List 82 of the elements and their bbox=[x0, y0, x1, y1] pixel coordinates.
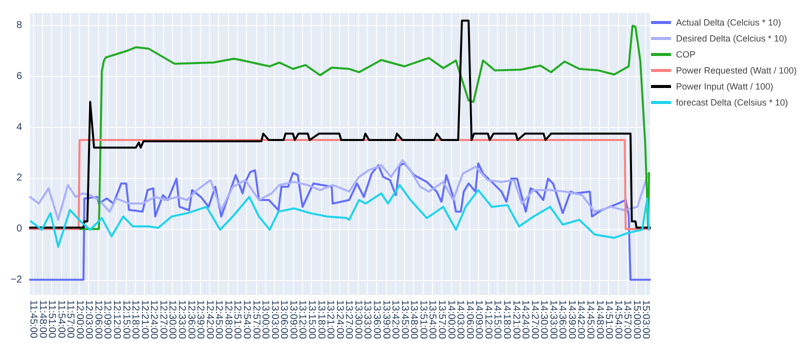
x-tick-label: 14:24:00 bbox=[520, 300, 531, 340]
x-tick-label: 12:39:00 bbox=[194, 300, 206, 340]
x-tick-label: 13:18:00 bbox=[315, 300, 326, 340]
x-tick-label: 14:15:00 bbox=[492, 300, 503, 340]
x-tick-label: 12:57:00 bbox=[250, 300, 262, 340]
x-tick-label: 13:39:00 bbox=[380, 300, 392, 340]
x-tick-label: 14:45:00 bbox=[584, 300, 596, 340]
x-tick-label: 13:33:00 bbox=[362, 300, 373, 340]
line-series bbox=[29, 159, 650, 221]
x-tick-label: 13:48:00 bbox=[408, 300, 420, 340]
x-tick-label: 14:36:00 bbox=[556, 300, 568, 340]
x-tick-label: 14:00:00 bbox=[445, 300, 456, 340]
x-tick-label: 14:18:00 bbox=[500, 300, 512, 340]
x-tick-label: 12:00:00 bbox=[74, 300, 85, 340]
x-tick-label: 13:24:00 bbox=[334, 300, 345, 340]
x-tick-label: 12:12:00 bbox=[111, 300, 122, 340]
x-tick-label: 14:09:00 bbox=[473, 300, 484, 340]
x-tick-label: 12:48:00 bbox=[222, 300, 234, 340]
x-tick-label: 14:30:00 bbox=[538, 300, 550, 340]
x-tick-label: 14:12:00 bbox=[482, 300, 494, 340]
x-tick-label: 13:00:00 bbox=[260, 300, 271, 340]
y-tick-label: 2 bbox=[16, 172, 22, 184]
legend-label: COP bbox=[676, 50, 696, 60]
x-tick-label: 14:03:00 bbox=[454, 300, 466, 340]
x-tick-label: 12:54:00 bbox=[241, 300, 252, 340]
x-tick-label: 12:21:00 bbox=[138, 300, 150, 340]
x-tick-label: 12:18:00 bbox=[130, 300, 141, 340]
x-tick-label: 12:06:00 bbox=[92, 300, 104, 340]
x-tick-label: 14:39:00 bbox=[566, 300, 577, 340]
x-tick-label: 15:03:00 bbox=[640, 300, 652, 340]
x-tick-label: 12:45:00 bbox=[213, 300, 224, 340]
legend-label: Power Requested (Watt / 100) bbox=[676, 66, 797, 76]
x-tick-label: 12:15:00 bbox=[120, 300, 132, 340]
x-tick-label: 12:33:00 bbox=[176, 300, 188, 340]
x-tick-label: 15:00:00 bbox=[630, 300, 642, 340]
x-tick-label: 13:30:00 bbox=[352, 300, 364, 340]
x-tick-label: 14:21:00 bbox=[510, 300, 522, 340]
x-tick-label: 14:33:00 bbox=[547, 300, 558, 340]
x-tick-label: 13:27:00 bbox=[343, 300, 354, 340]
x-tick-label: 11:48:00 bbox=[36, 300, 48, 339]
x-tick-label: 11:54:00 bbox=[55, 300, 66, 339]
x-tick-label: 13:51:00 bbox=[417, 300, 428, 340]
y-tick-label: 8 bbox=[16, 20, 22, 32]
x-tick-label: 12:42:00 bbox=[204, 300, 215, 340]
x-tick-label: 14:51:00 bbox=[603, 300, 614, 340]
x-tick-label: 13:09:00 bbox=[287, 300, 298, 340]
x-tick-label: 13:21:00 bbox=[324, 300, 336, 340]
x-tick-label: 13:15:00 bbox=[306, 300, 317, 340]
x-tick-label: 12:36:00 bbox=[185, 300, 196, 340]
x-tick-label: 13:57:00 bbox=[436, 300, 447, 340]
y-tick-label: −2 bbox=[10, 274, 22, 286]
x-tick-label: 14:48:00 bbox=[594, 300, 605, 340]
x-tick-label: 12:03:00 bbox=[83, 300, 94, 340]
y-tick-label: 4 bbox=[16, 122, 22, 133]
x-tick-label: 13:42:00 bbox=[390, 300, 401, 340]
line-series bbox=[29, 162, 651, 281]
x-tick-label: 12:09:00 bbox=[102, 300, 113, 340]
x-tick-label: 12:51:00 bbox=[232, 300, 243, 340]
x-tick-label: 13:12:00 bbox=[296, 300, 308, 340]
x-tick-label: 13:54:00 bbox=[426, 300, 438, 340]
x-tick-label: 13:03:00 bbox=[268, 300, 280, 340]
x-tick-label: 14:27:00 bbox=[528, 300, 540, 340]
line-series bbox=[30, 184, 650, 248]
x-tick-label: 11:45:00 bbox=[27, 300, 38, 339]
x-tick-label: 11:57:00 bbox=[64, 300, 76, 339]
y-tick-label: 0 bbox=[16, 223, 22, 234]
legend-label: forecast Delta (Celsius * 10) bbox=[676, 98, 788, 108]
legend-label: Desired Delta (Celcius * 10) bbox=[676, 34, 788, 44]
x-tick-label: 13:06:00 bbox=[278, 300, 290, 340]
x-tick-label: 14:57:00 bbox=[622, 300, 633, 340]
x-tick-label: 13:36:00 bbox=[370, 300, 382, 340]
x-tick-label: 14:06:00 bbox=[464, 300, 475, 340]
legend-label: Power Input (Watt / 100) bbox=[676, 82, 774, 92]
x-tick-label: 12:27:00 bbox=[157, 300, 168, 340]
legend-label: Actual Delta (Celcius * 10) bbox=[676, 18, 782, 28]
x-tick-label: 14:42:00 bbox=[575, 300, 586, 340]
x-tick-label: 11:51:00 bbox=[46, 300, 58, 339]
x-tick-label: 14:54:00 bbox=[612, 300, 624, 340]
y-tick-label: 6 bbox=[16, 71, 22, 82]
x-tick-label: 12:24:00 bbox=[148, 300, 160, 340]
x-tick-label: 12:30:00 bbox=[166, 300, 178, 340]
x-tick-label: 13:45:00 bbox=[398, 300, 410, 340]
